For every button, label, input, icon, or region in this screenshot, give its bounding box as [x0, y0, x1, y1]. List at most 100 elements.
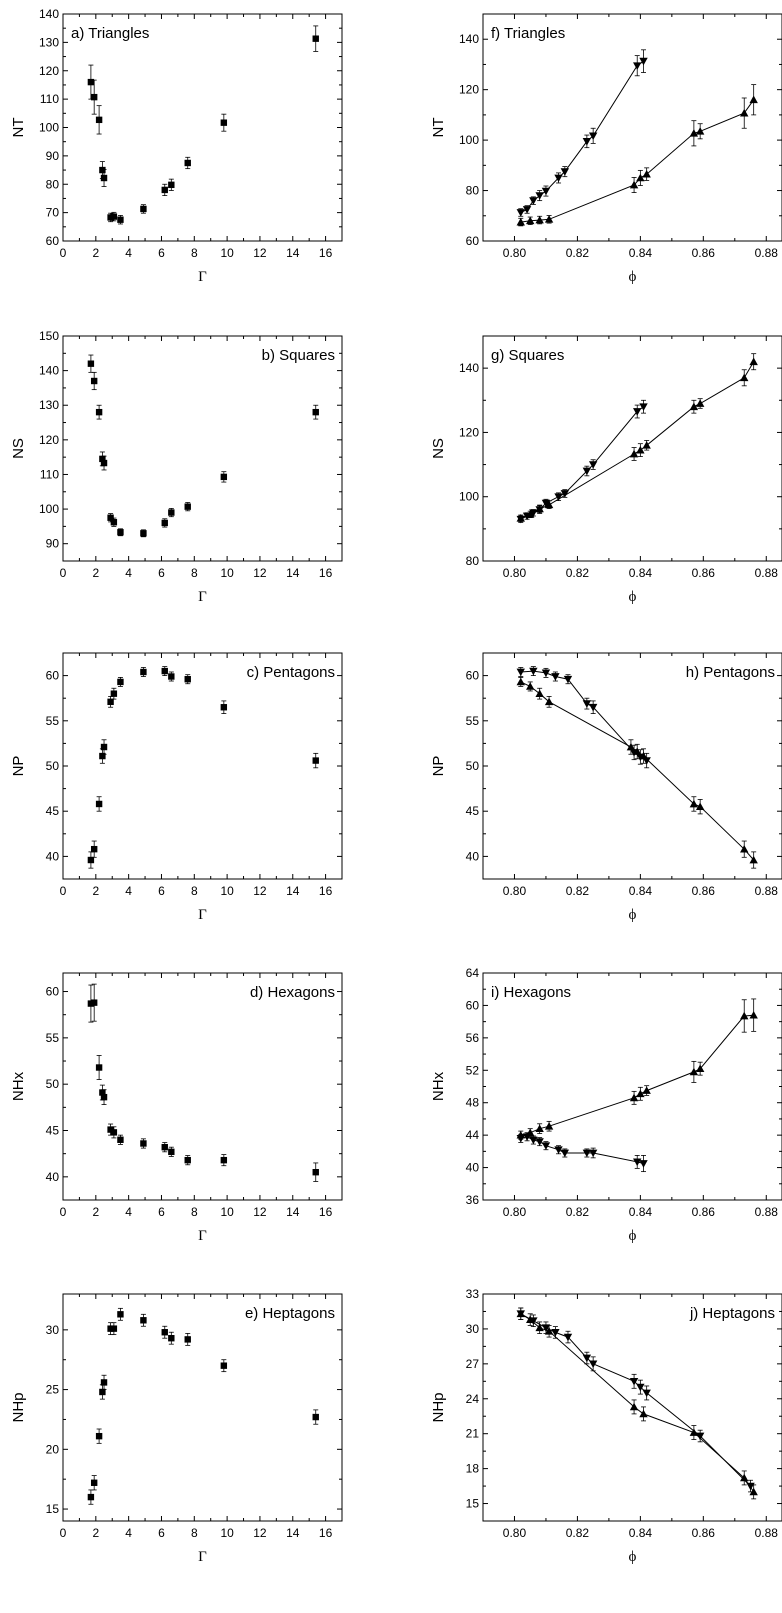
x-tick-label: 16 [319, 246, 333, 260]
x-axis-label: Γ [198, 1549, 207, 1565]
data-layer [516, 998, 758, 1173]
x-tick-label: 0.80 [503, 566, 527, 580]
y-tick-label: 140 [39, 364, 59, 378]
panel-d: 0 2 4 6 8 10 12 14 16 40 45 50 55 60 Γ NHx d) Hexagons [10, 972, 343, 1244]
x-tick-label: 12 [253, 884, 267, 898]
x-tick-label: 8 [191, 246, 198, 260]
data-point [626, 742, 636, 751]
y-tick-label: 100 [459, 490, 479, 504]
y-tick-label: 40 [46, 1170, 60, 1184]
data-point [749, 95, 758, 104]
data-point [740, 1011, 749, 1020]
data-point [526, 682, 535, 690]
data-point [516, 514, 525, 522]
data-point [535, 192, 544, 200]
y-tick-label: 130 [39, 398, 59, 412]
data-point [110, 519, 118, 526]
data-point [544, 1327, 554, 1335]
data-point [107, 1325, 114, 1332]
data-point [95, 408, 103, 416]
y-tick-label: 50 [466, 759, 480, 773]
x-tick-label: 6 [158, 566, 165, 580]
panel-b: 0 2 4 6 8 10 12 14 16 90 100 110 120 130 140 150 Γ NS b) S… [10, 329, 343, 605]
y-tick-label: 110 [40, 467, 59, 481]
data-point [117, 678, 124, 686]
y-tick-label: 140 [459, 32, 479, 46]
data-point [516, 1309, 525, 1318]
x-tick-label: 0.84 [629, 884, 653, 898]
y-tick-label: 40 [46, 849, 60, 863]
plot-frame [62, 972, 343, 1201]
y-tick-label: 50 [46, 1077, 60, 1091]
x-tick-label: 14 [286, 566, 300, 580]
y-tick-label: 55 [466, 714, 480, 728]
data-layer [87, 25, 319, 225]
data-layer [87, 666, 319, 869]
x-axis-label: ϕ [629, 269, 637, 285]
data-point [541, 669, 551, 678]
series-line [520, 670, 647, 762]
data-point [117, 1136, 124, 1143]
x-tick-label: 4 [125, 566, 132, 580]
x-tick-label: 6 [158, 246, 165, 260]
x-tick-label: 0.86 [692, 246, 716, 260]
x-tick-label: 0.80 [503, 1526, 527, 1540]
data-point [629, 1402, 639, 1411]
data-point [220, 119, 228, 126]
panel-i: 0.80 0.82 0.84 0.86 0.88 36 40 44 48 52 56 60 64 ϕ NHx… [430, 966, 782, 1244]
x-tick-label: 14 [286, 1526, 300, 1540]
y-tick-label: 20 [46, 1442, 60, 1456]
data-point [522, 206, 532, 214]
x-axis-label: Γ [198, 269, 207, 285]
data-point [695, 802, 705, 811]
panel-h: 0.80 0.82 0.84 0.86 0.88 40 45 50 55 60 ϕ NP h) Pent… [430, 652, 782, 923]
data-point [168, 1335, 175, 1342]
data-point [184, 159, 191, 167]
panel-title: b) Squares [262, 347, 335, 364]
x-tick-label: 0.88 [755, 246, 779, 260]
panel-title: j) Heptagons [689, 1305, 775, 1322]
y-axis-label: NHp [430, 1392, 447, 1422]
data-point [87, 1493, 95, 1501]
x-tick-label: 4 [125, 1205, 132, 1219]
data-point [535, 1323, 544, 1332]
data-point [90, 377, 98, 385]
data-point [140, 1317, 147, 1324]
panel-title: d) Hexagons [250, 984, 335, 1001]
y-tick-label: 60 [466, 669, 480, 683]
y-tick-label: 27 [466, 1357, 480, 1371]
data-point [90, 1479, 98, 1486]
panel-title: f) Triangles [491, 25, 565, 42]
y-tick-label: 44 [466, 1128, 480, 1142]
x-tick-label: 0 [60, 1205, 67, 1219]
x-tick-label: 16 [319, 884, 333, 898]
y-tick-label: 18 [466, 1462, 480, 1476]
data-point [529, 1136, 538, 1145]
y-tick-label: 100 [459, 133, 479, 147]
data-point [582, 1354, 592, 1363]
data-point [695, 399, 705, 407]
data-point [107, 514, 114, 521]
data-point [90, 845, 98, 853]
data-point [582, 467, 592, 476]
data-point [110, 690, 118, 697]
y-tick-label: 40 [466, 1161, 480, 1175]
data-point [117, 1311, 124, 1318]
panel-a: 0 2 4 6 8 10 12 14 16 60 70 80 90 100 110 120 130 140 Γ NT a… [10, 7, 343, 285]
data-point [560, 490, 570, 498]
data-point [642, 169, 651, 178]
y-tick-label: 120 [39, 433, 59, 447]
y-tick-label: 80 [466, 184, 480, 198]
x-tick-label: 12 [253, 1205, 267, 1219]
x-tick-label: 10 [220, 246, 234, 260]
data-point [541, 1142, 551, 1150]
x-tick-label: 0.86 [692, 1526, 716, 1540]
data-point [107, 214, 114, 221]
x-tick-label: 0.86 [692, 566, 716, 580]
data-point [220, 1156, 228, 1164]
data-point [639, 1160, 648, 1168]
data-point [749, 357, 758, 366]
y-tick-label: 24 [466, 1392, 480, 1406]
panel-title: i) Hexagons [491, 984, 571, 1001]
panel-c: 0 2 4 6 8 10 12 14 16 40 45 50 55 60 Γ NP c) Pentagons [10, 652, 343, 923]
